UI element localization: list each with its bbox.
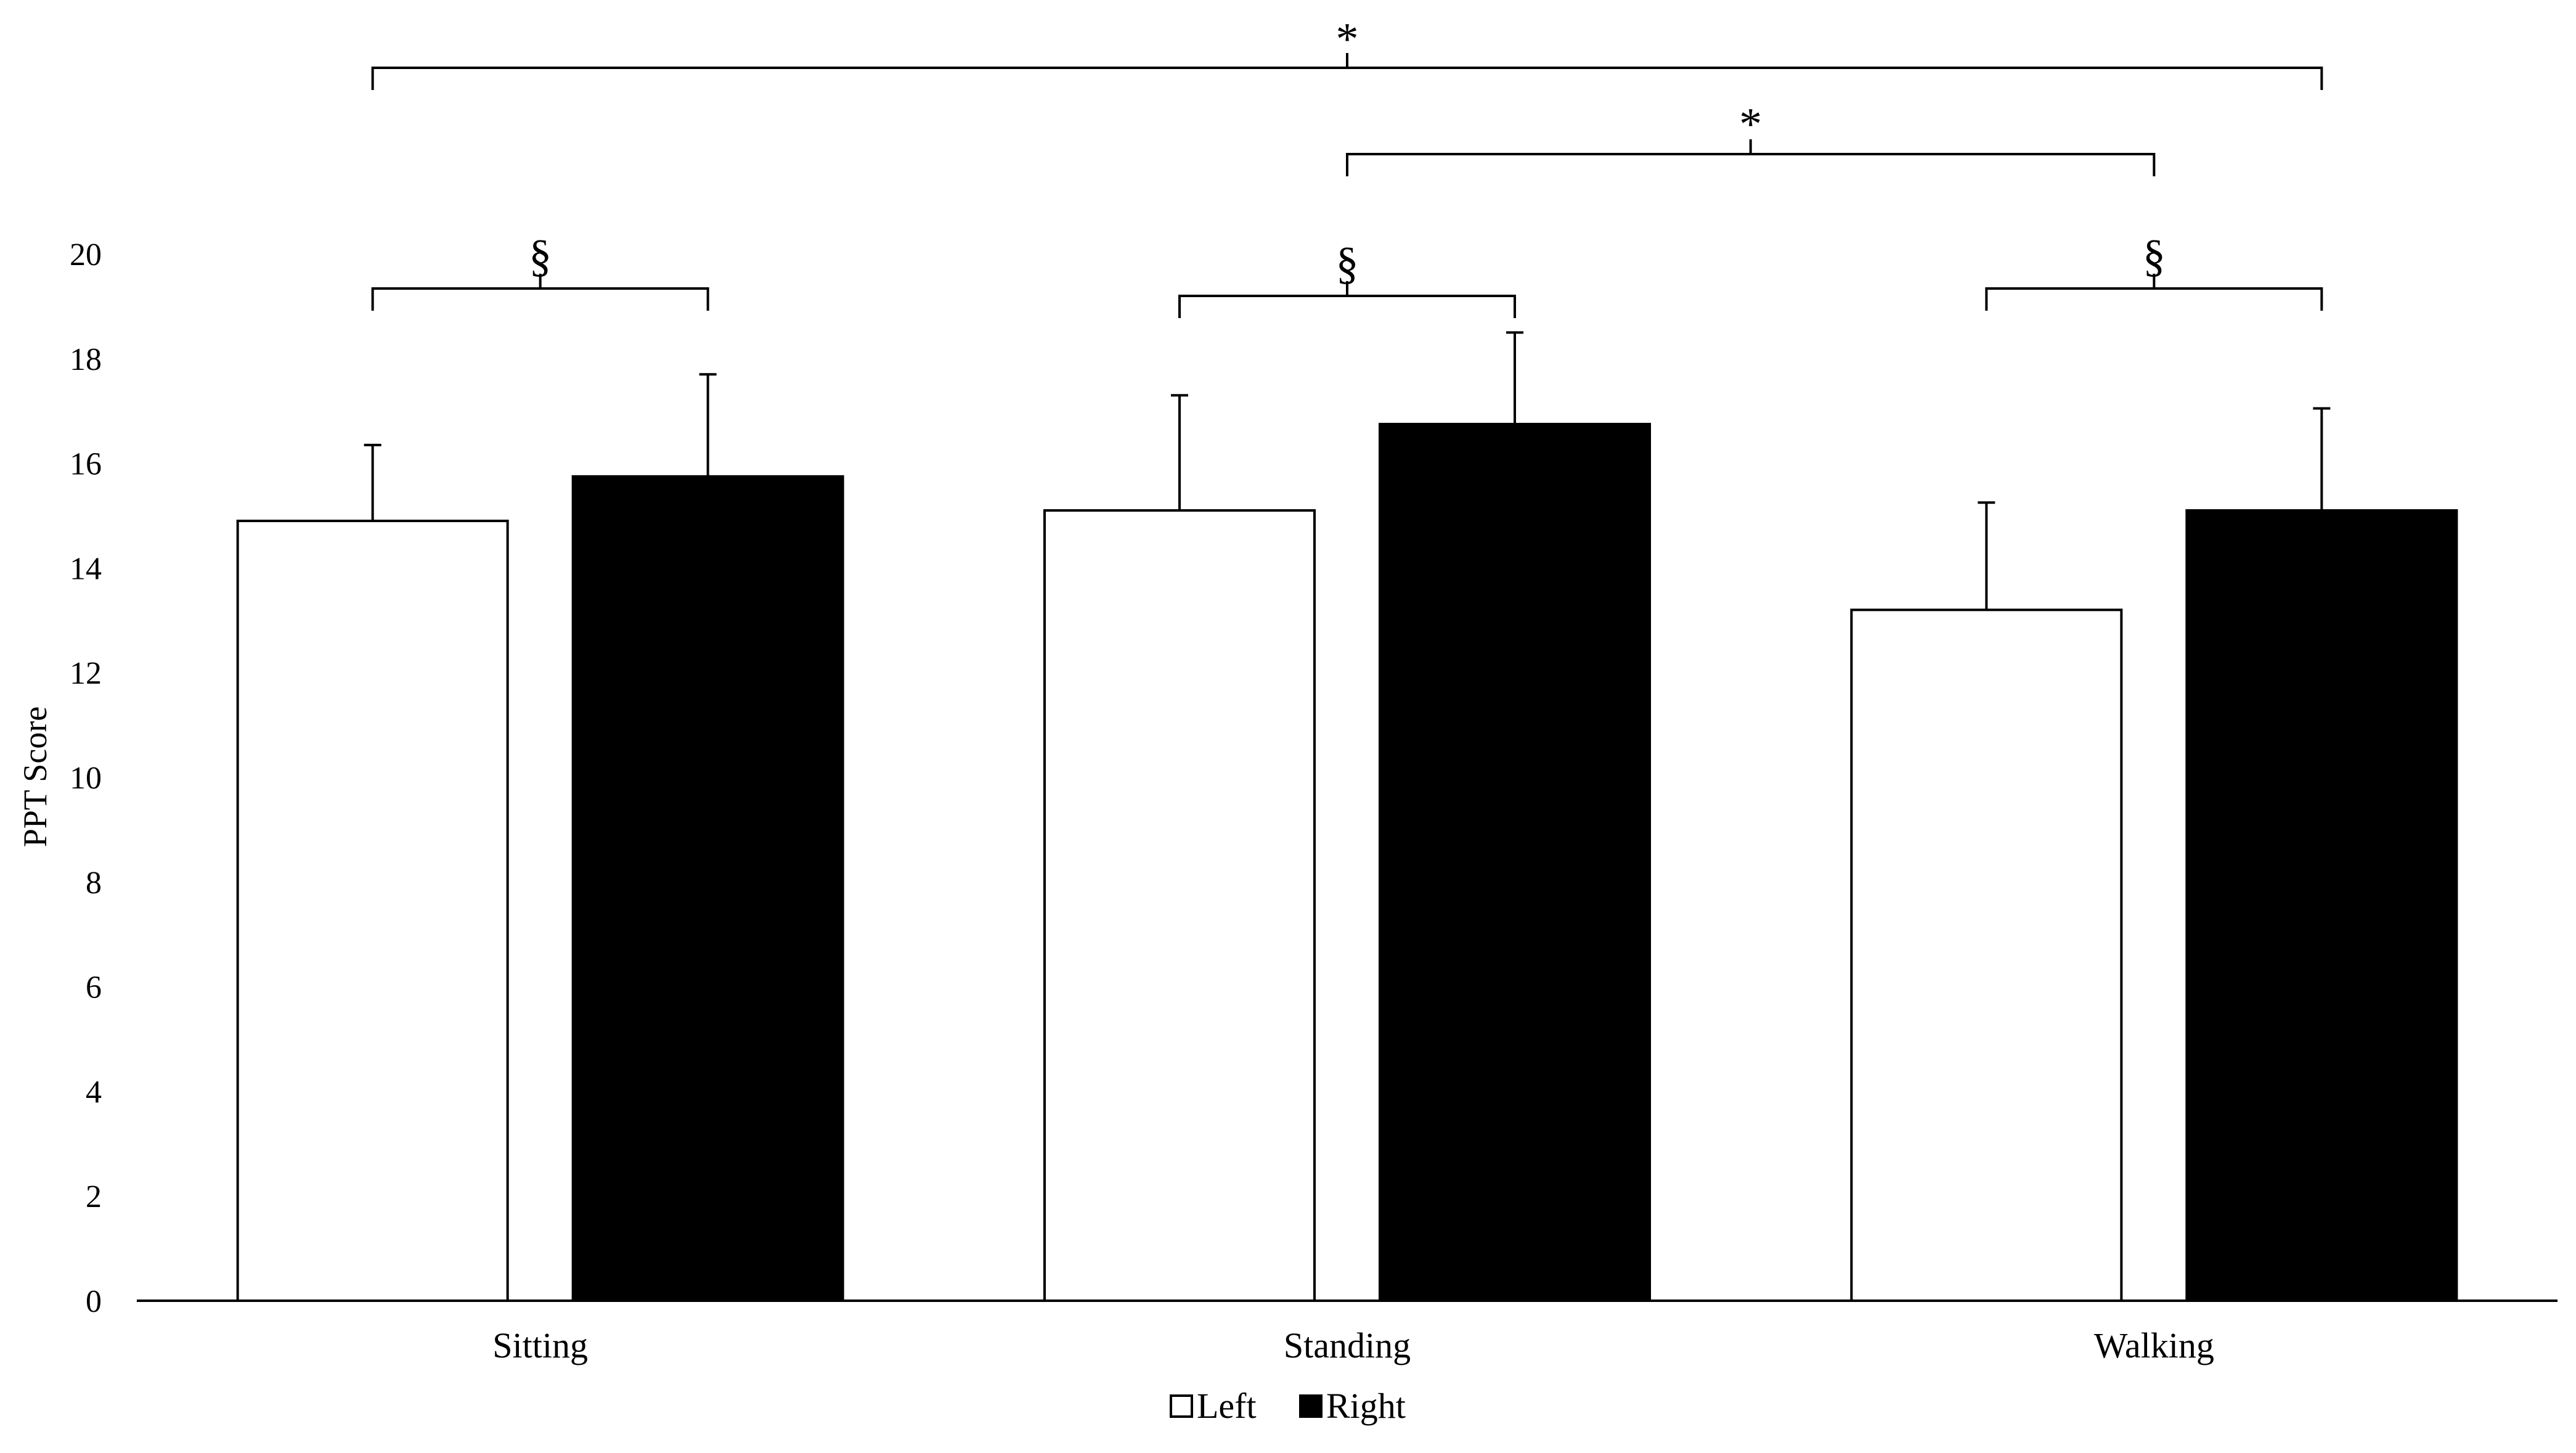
y-tick-label: 8 (86, 866, 102, 901)
significance-symbol: § (1336, 239, 1359, 289)
y-tick-label: 20 (70, 237, 102, 272)
bar-right-standing (1379, 422, 1651, 1302)
y-tick-label: 2 (86, 1179, 102, 1214)
significance-symbol: § (529, 231, 552, 282)
legend-label-right: Right (1326, 1386, 1406, 1426)
significance-symbol: * (1336, 14, 1359, 65)
legend-swatch-right (1299, 1394, 1323, 1418)
y-tick-label: 12 (70, 656, 102, 691)
significance-bracket (1178, 295, 1516, 318)
x-category-label: Sitting (492, 1325, 588, 1365)
bar-left-sitting (236, 519, 509, 1302)
significance-bracket (371, 67, 2323, 90)
bar-left-standing (1043, 509, 1316, 1302)
legend-swatch-left (1170, 1394, 1193, 1418)
y-tick-label: 0 (86, 1284, 102, 1319)
y-tick-label: 10 (70, 761, 102, 796)
bar-right-walking (2185, 509, 2458, 1302)
significance-bracket (1346, 153, 2156, 176)
y-tick-label: 6 (86, 970, 102, 1005)
x-category-label: Walking (2094, 1325, 2214, 1365)
significance-symbol: * (1739, 99, 1762, 150)
error-bars-group (364, 331, 2331, 610)
significance-group: § § § * * (371, 14, 2323, 318)
significance-bracket (1985, 287, 2323, 311)
significance-symbol: § (2143, 231, 2166, 282)
x-category-label: Standing (1284, 1325, 1411, 1365)
y-axis-title: PPT Score (17, 706, 54, 848)
bar-left-walking (1850, 608, 2123, 1303)
y-tick-label: 14 (70, 551, 102, 586)
bars-group (236, 422, 2458, 1303)
y-tick-label: 16 (70, 447, 102, 482)
y-tick-label: 18 (70, 342, 102, 377)
legend: Left Right (1170, 1386, 1406, 1426)
significance-bracket (371, 287, 709, 311)
legend-label-left: Left (1197, 1386, 1257, 1426)
axes-group: 0 2 4 6 8 10 12 14 16 18 20 Sitting Standing Walking P… (17, 237, 2558, 1365)
y-tick-label: 4 (86, 1074, 102, 1110)
bar-right-sitting (571, 475, 844, 1303)
